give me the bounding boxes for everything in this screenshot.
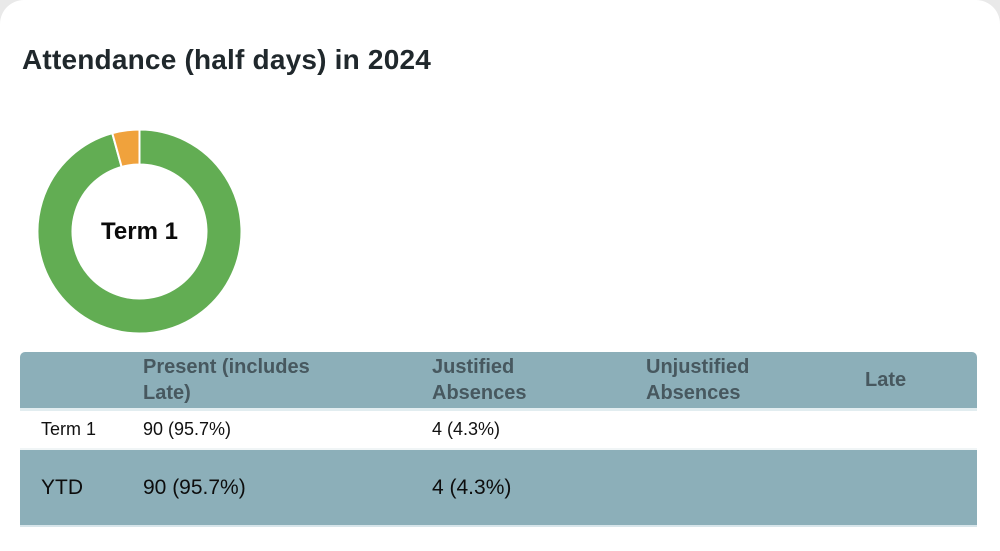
donut-segment	[36, 128, 243, 335]
header-late: Late	[859, 352, 977, 411]
donut-segment	[111, 128, 141, 168]
cell-present: 90 (95.7%)	[137, 449, 426, 527]
attendance-table: Present (includes Late) Justified Absenc…	[20, 352, 977, 527]
cell-justified: 4 (4.3%)	[426, 409, 640, 450]
header-empty	[20, 352, 137, 411]
row-label: Term 1	[20, 409, 137, 450]
header-justified-absences: Justified Absences	[426, 352, 640, 411]
table-row-term1: Term 1 90 (95.7%) 4 (4.3%)	[20, 409, 977, 450]
table-row-ytd: YTD 90 (95.7%) 4 (4.3%)	[20, 449, 977, 527]
table-header-row: Present (includes Late) Justified Absenc…	[20, 352, 977, 411]
cell-late	[859, 409, 977, 450]
header-present: Present (includes Late)	[137, 352, 426, 411]
cell-present: 90 (95.7%)	[137, 409, 426, 450]
cell-justified: 4 (4.3%)	[426, 449, 640, 527]
row-label: YTD	[20, 449, 137, 527]
cell-late	[859, 449, 977, 527]
cell-unjustified	[640, 449, 859, 527]
donut-svg	[36, 128, 243, 335]
cell-unjustified	[640, 409, 859, 450]
attendance-donut-chart: Term 1	[35, 127, 244, 336]
header-unjustified-absences: Unjustified Absences	[640, 352, 859, 411]
page-title: Attendance (half days) in 2024	[22, 44, 432, 75]
